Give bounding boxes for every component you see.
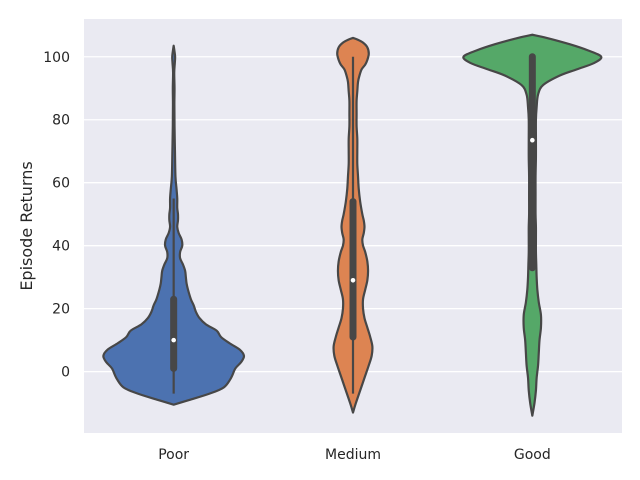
violin-medium: [332, 36, 374, 414]
x-tick-label-good: Good: [514, 447, 551, 463]
y-tick-label-60: 60: [52, 176, 70, 192]
x-tick-labels: Poor Medium Good: [158, 447, 551, 463]
violin-median-poor: [171, 337, 176, 343]
y-tick-labels: 0 20 40 60 80 100: [43, 50, 70, 381]
violin-median-good: [530, 137, 535, 143]
y-tick-label-100: 100: [43, 50, 70, 66]
violins: [102, 33, 603, 417]
y-tick-label-0: 0: [61, 365, 70, 381]
x-tick-label-poor: Poor: [158, 447, 189, 463]
y-tick-label-20: 20: [52, 302, 70, 318]
y-axis-label: Episode Returns: [17, 161, 36, 290]
x-tick-label-medium: Medium: [325, 447, 381, 463]
violin-poor: [102, 44, 246, 406]
violin-median-medium: [350, 278, 356, 283]
y-tick-label-80: 80: [52, 113, 70, 129]
y-tick-label-40: 40: [52, 239, 70, 255]
violin-good: [462, 33, 603, 417]
